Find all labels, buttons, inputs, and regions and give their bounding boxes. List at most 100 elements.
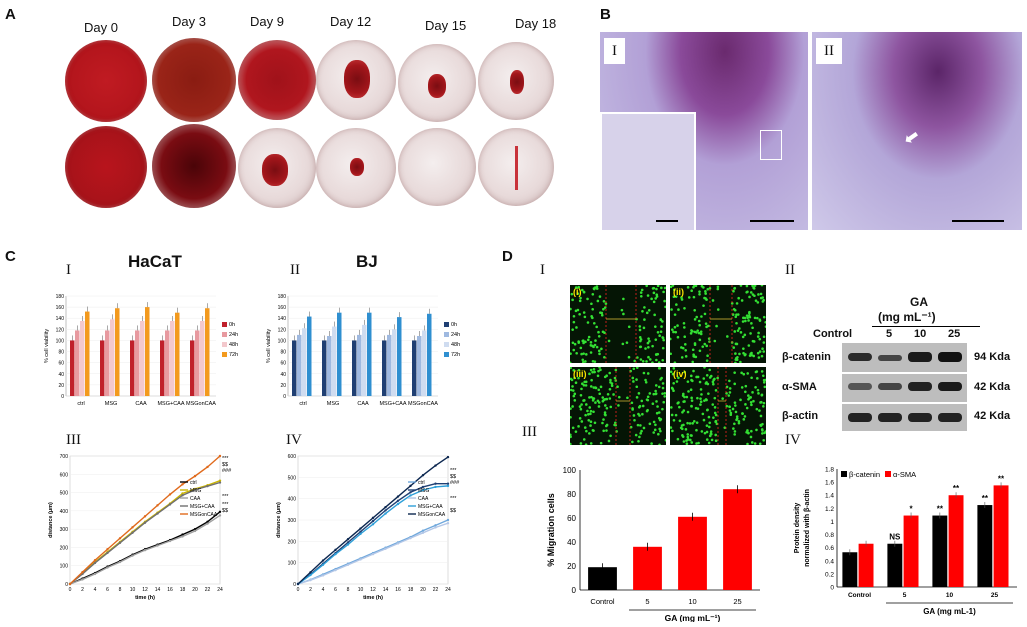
cell-nucleus	[753, 442, 757, 445]
cell-nucleus	[596, 374, 600, 378]
cell-nucleus	[644, 378, 647, 382]
scratch-label: (i)	[573, 287, 582, 297]
cell-nucleus	[617, 395, 621, 399]
cell-nucleus	[756, 388, 760, 392]
cell-nucleus	[635, 396, 639, 399]
bar-24h	[387, 334, 392, 396]
cell-nucleus	[639, 291, 643, 294]
x-tick-label: 0	[297, 587, 300, 593]
x-tick-label: 22	[205, 587, 211, 593]
cell-nucleus	[672, 367, 676, 370]
cell-nucleus	[655, 400, 658, 403]
data-point	[218, 481, 222, 484]
cell-nucleus	[601, 330, 605, 334]
cell-nucleus	[572, 314, 576, 318]
cell-nucleus	[581, 358, 585, 362]
cell-nucleus	[589, 368, 593, 372]
cell-nucleus	[733, 430, 737, 433]
cell-nucleus	[734, 352, 737, 355]
scale-bar	[952, 220, 1004, 222]
chart-title-bj: BJ	[356, 252, 378, 271]
cell-nucleus	[582, 438, 586, 441]
x-tick-label: 18	[180, 587, 186, 593]
blot-size-label: 42 Kda	[974, 410, 1011, 422]
bar-24h	[357, 334, 362, 396]
data-point	[434, 526, 437, 529]
cell-nucleus	[636, 423, 640, 427]
day-label-12: Day 12	[330, 14, 372, 29]
cell-nucleus	[735, 321, 738, 325]
data-point	[168, 503, 172, 506]
cell-nucleus	[590, 315, 593, 318]
cell-nucleus	[759, 423, 762, 427]
y-tick-label: 200	[60, 545, 69, 551]
data-point	[143, 548, 147, 552]
cell-nucleus	[579, 407, 583, 411]
cell-nucleus	[669, 370, 673, 374]
histology-image-1: I	[600, 32, 808, 230]
x-tick-label: 20	[420, 587, 426, 593]
cell-nucleus	[713, 406, 717, 409]
cell-nucleus	[686, 437, 690, 441]
x-axis-label: time (h)	[363, 595, 383, 601]
cell-nucleus	[695, 442, 698, 445]
y-tick-label: 0	[293, 582, 296, 588]
cell-nucleus	[759, 414, 763, 418]
cell-nucleus	[693, 355, 696, 358]
cell-nucleus	[723, 426, 727, 429]
x-tick-label: 25	[991, 592, 999, 599]
data-point	[334, 568, 337, 572]
bar-48h	[110, 319, 115, 396]
cell-nucleus	[691, 348, 695, 352]
cell-nucleus	[626, 396, 629, 400]
data-point	[321, 559, 325, 562]
cell-nucleus	[713, 339, 717, 343]
cell-nucleus	[633, 418, 636, 422]
cell-nucleus	[655, 287, 658, 291]
cell-nucleus	[597, 405, 601, 408]
y-tick-label: 60	[280, 361, 286, 367]
data-point	[371, 523, 375, 526]
cell-nucleus	[709, 430, 713, 433]
cell-nucleus	[695, 315, 699, 319]
cell-nucleus	[635, 366, 639, 369]
x-tick-label: 0	[69, 587, 72, 593]
data-point	[359, 527, 362, 530]
cell-nucleus	[670, 386, 674, 390]
cell-nucleus	[578, 312, 581, 316]
cell-nucleus	[657, 416, 661, 420]
cell-nucleus	[741, 335, 745, 339]
y-tick-label: 400	[60, 509, 69, 515]
cell-nucleus	[702, 304, 705, 307]
bar-0h	[190, 340, 195, 396]
cell-nucleus	[661, 392, 664, 395]
cell-nucleus	[745, 406, 749, 410]
cell-nucleus	[599, 385, 603, 389]
cell-nucleus	[603, 411, 607, 414]
cell-nucleus	[672, 295, 676, 299]
y-tick-label: 100	[56, 338, 65, 344]
cell-nucleus	[639, 432, 642, 435]
cell-nucleus	[760, 354, 764, 358]
cell-nucleus	[631, 408, 634, 411]
bar-0h	[70, 340, 75, 396]
bar-48h	[140, 321, 145, 396]
data-point	[118, 560, 122, 564]
data-point	[156, 504, 159, 507]
cell-nucleus	[672, 418, 676, 422]
cell-nucleus	[650, 442, 653, 445]
cell-nucleus	[583, 399, 586, 402]
bar-24h	[105, 330, 110, 396]
data-point	[396, 495, 400, 498]
cell-nucleus	[684, 428, 688, 431]
cell-nucleus	[663, 286, 667, 290]
x-tick-label: 8	[119, 587, 122, 593]
cell-nucleus	[747, 344, 751, 347]
cell-nucleus	[592, 429, 595, 432]
cell-nucleus	[734, 404, 737, 407]
data-point	[434, 482, 437, 485]
cell-nucleus	[702, 377, 706, 380]
cell-nucleus	[714, 389, 718, 392]
cell-nucleus	[651, 402, 655, 405]
cell-nucleus	[743, 415, 747, 418]
